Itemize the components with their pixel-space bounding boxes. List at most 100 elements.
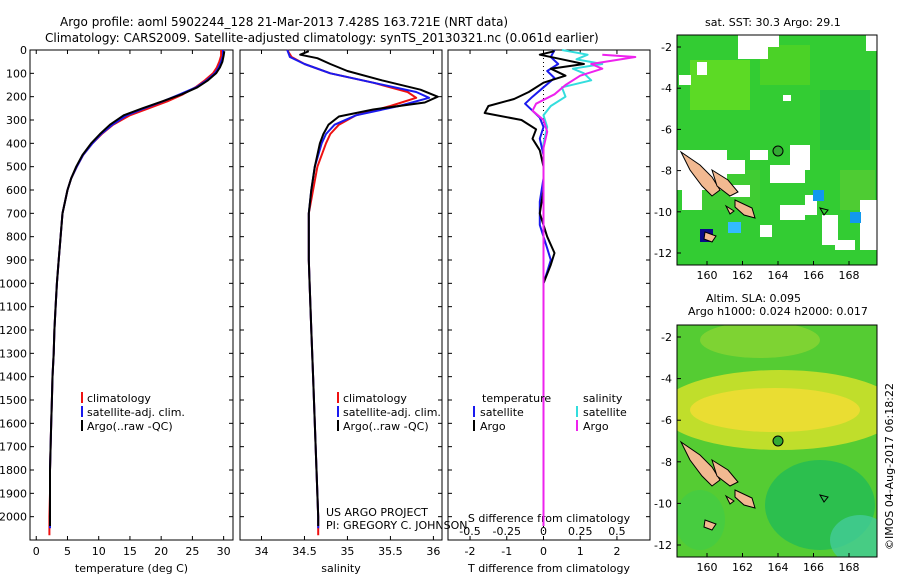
temperature-plot: 0100200300400500600700800900100011001200… [0, 44, 234, 575]
depth-tick-label: 900 [6, 254, 27, 267]
salinity-plot-frame [239, 49, 443, 541]
s-tick-label: 0.25 [568, 525, 593, 538]
s-axis-label: S difference from climatology [468, 512, 631, 525]
sla-map-title-1: Altim. SLA: 0.095 [706, 292, 801, 305]
legend-label: satellite [480, 406, 524, 419]
depth-tick-label: 100 [6, 67, 27, 80]
salinity-plot: 34 34.5 35 35.5 36 salinity climatologysatelli… [239, 49, 443, 575]
s-tick-label: -0.5 [459, 525, 480, 538]
temperature-xlabel: temperature (deg C) [75, 562, 188, 575]
depth-tick-label: 0 [20, 44, 27, 57]
map-y-tick-label: -10 [654, 497, 672, 510]
map-y-tick-label: -6 [661, 123, 672, 136]
map-y-tick-label: -10 [654, 206, 672, 219]
series-line-argo-raw-qc- [49, 51, 226, 526]
map-y-tick-label: -8 [661, 165, 672, 178]
credit-project: US ARGO PROJECT [326, 506, 428, 519]
sla-map: Altim. SLA: 0.095 Argo h1000: 0.024 h200… [654, 292, 878, 574]
map-y-tick-label: -4 [661, 373, 672, 386]
title-line-2: Climatology: CARS2009. Satellite-adjuste… [45, 31, 599, 45]
x-tick-label: 10 [92, 545, 106, 558]
depth-tick-label: 2000 [0, 511, 27, 524]
x-tick-label: 0 [540, 545, 547, 558]
x-tick-label: 15 [123, 545, 137, 558]
x-tick-label: 25 [185, 545, 199, 558]
x-tick-label: 35 [340, 545, 354, 558]
s-tick-label: 0.5 [608, 525, 626, 538]
depth-tick-label: 500 [6, 161, 27, 174]
depth-tick-label: 800 [6, 231, 27, 244]
temperature-plot-frame [29, 49, 234, 541]
map-y-tick-label: -8 [661, 456, 672, 469]
sst-map-title: sat. SST: 30.3 Argo: 29.1 [705, 16, 841, 29]
depth-tick-label: 1500 [0, 394, 27, 407]
depth-tick-label: 600 [6, 184, 27, 197]
depth-tick-label: 1600 [0, 417, 27, 430]
depth-tick-label: 300 [6, 114, 27, 127]
x-tick-label: 0 [33, 545, 40, 558]
map-x-tick-label: 160 [697, 561, 718, 574]
legend-label: Argo [480, 420, 506, 433]
map-x-tick-label: 164 [768, 561, 789, 574]
x-tick-label: 36 [426, 545, 440, 558]
legend-label: satellite-adj. clim. [87, 406, 185, 419]
depth-tick-label: 700 [6, 207, 27, 220]
map-y-tick-label: -12 [654, 247, 672, 260]
difference-xlabel: T difference from climatology [467, 562, 630, 575]
s-tick-label: -0.25 [493, 525, 521, 538]
series-line-s-argo [531, 53, 637, 526]
depth-tick-label: 1900 [0, 487, 27, 500]
legend-label: Argo(..raw -QC) [87, 420, 173, 433]
x-tick-label: 5 [64, 545, 71, 558]
map-y-tick-label: -6 [661, 414, 672, 427]
s-tick-label: 0 [540, 525, 547, 538]
map-x-tick-label: 166 [803, 269, 824, 282]
depth-tick-label: 400 [6, 137, 27, 150]
map-x-tick-label: 166 [803, 561, 824, 574]
difference-plot-frame [447, 49, 651, 541]
series-line-argo-raw-qc- [299, 50, 439, 526]
depth-tick-label: 200 [6, 91, 27, 104]
x-tick-label: 30 [217, 545, 231, 558]
series-line-t-argo [483, 50, 585, 526]
side-label: ©IMOS 04-Aug-2017 06:18:22 [883, 383, 896, 550]
legend-label: climatology [343, 392, 407, 405]
credit-pi: PI: GREGORY C. JOHNSON [326, 519, 467, 532]
map-x-tick-label: 164 [768, 269, 789, 282]
depth-tick-label: 1100 [0, 301, 27, 314]
x-tick-label: 1 [577, 545, 584, 558]
sla-map-title-2: Argo h1000: 0.024 h2000: 0.017 [688, 305, 868, 318]
map-y-tick-label: -2 [661, 41, 672, 54]
title-line-1: Argo profile: aoml 5902244_128 21-Mar-20… [60, 15, 508, 29]
x-tick-label: 34.5 [292, 545, 317, 558]
map-x-tick-label: 168 [839, 561, 860, 574]
map-y-tick-label: -4 [661, 82, 672, 95]
legend-header-temperature: temperature [482, 392, 551, 405]
depth-tick-label: 1800 [0, 464, 27, 477]
x-tick-label: 35.5 [378, 545, 403, 558]
map-y-tick-label: -2 [661, 331, 672, 344]
map-x-tick-label: 162 [732, 561, 753, 574]
difference-plot: -2 -1 0 1 2 T difference from climatology -0.5… [447, 49, 651, 575]
argo-location-marker-sla [772, 435, 784, 447]
x-tick-label: -1 [501, 545, 512, 558]
map-x-tick-label: 168 [839, 269, 860, 282]
legend-label: satellite-adj. clim. [343, 406, 441, 419]
argo-location-marker [772, 145, 784, 157]
legend-header-salinity: salinity [583, 392, 623, 405]
legend-label: satellite [583, 406, 627, 419]
map-y-tick-label: -12 [654, 539, 672, 552]
x-tick-label: -2 [465, 545, 476, 558]
map-x-tick-label: 160 [697, 269, 718, 282]
legend-label: climatology [87, 392, 151, 405]
sst-map: sat. SST: 30.3 Argo: 29.1 [654, 16, 878, 282]
x-tick-label: 34 [254, 545, 268, 558]
depth-tick-label: 1400 [0, 371, 27, 384]
salinity-xlabel: salinity [321, 562, 361, 575]
depth-tick-label: 1700 [0, 441, 27, 454]
depth-tick-label: 1200 [0, 324, 27, 337]
map-x-tick-label: 162 [732, 269, 753, 282]
legend-label: Argo(..raw -QC) [343, 420, 429, 433]
x-tick-label: 20 [154, 545, 168, 558]
